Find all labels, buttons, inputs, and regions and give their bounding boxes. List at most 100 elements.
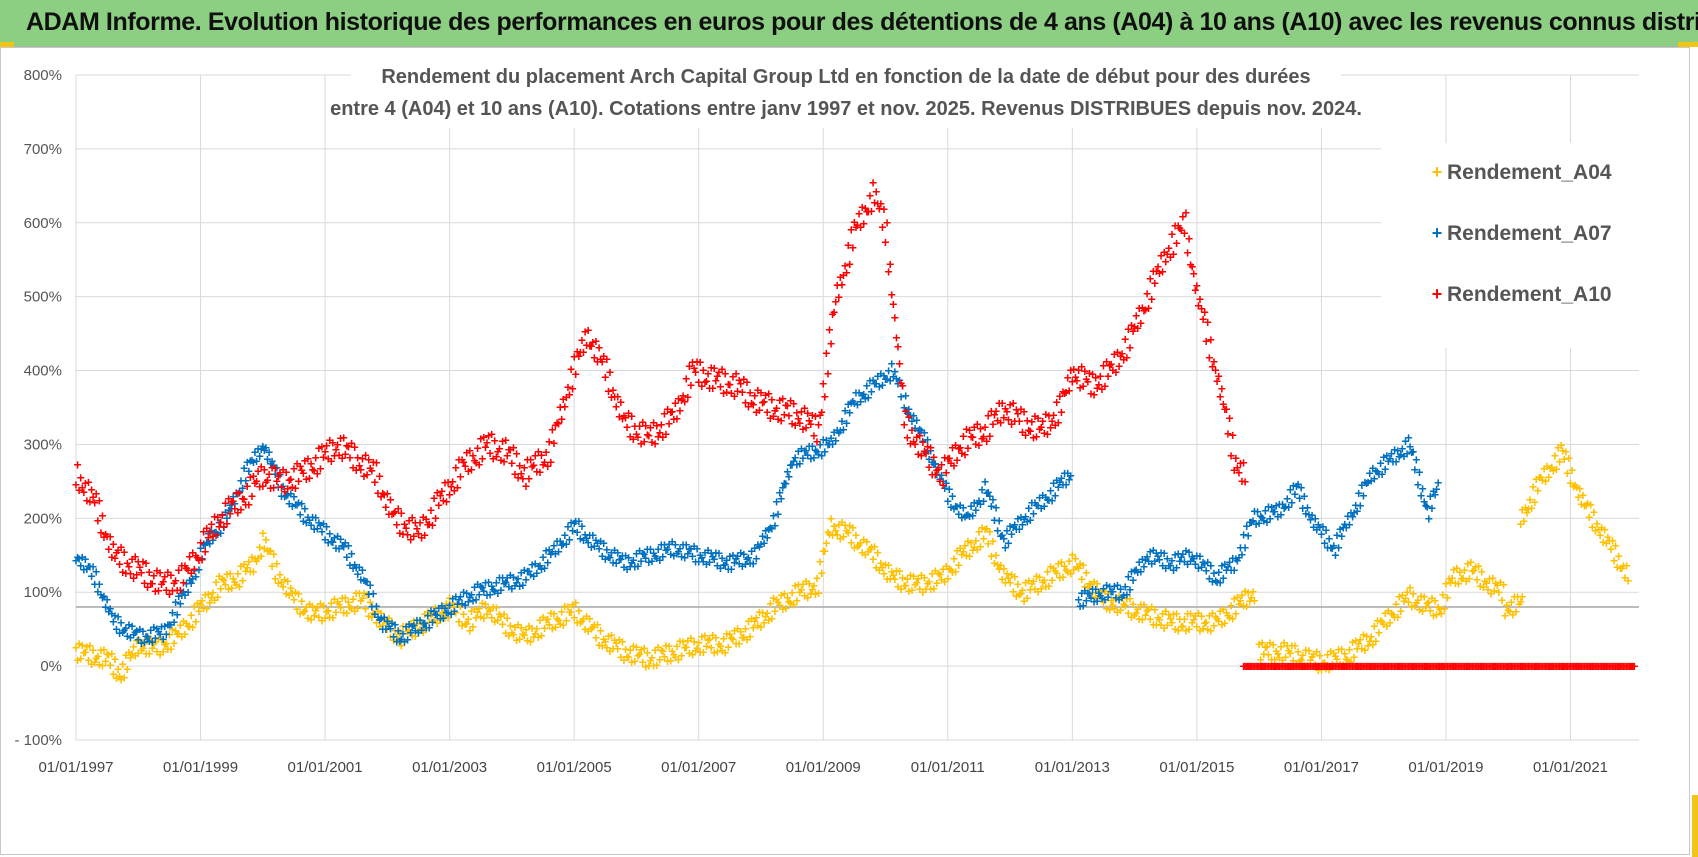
scatter-point: + — [1476, 578, 1484, 594]
scatter-point: + — [523, 632, 531, 648]
scatter-point: + — [955, 557, 963, 573]
scatter-point: + — [967, 498, 975, 514]
scatter-point: + — [299, 604, 307, 620]
scatter-point: + — [1243, 598, 1251, 614]
scatter-point: + — [1207, 622, 1215, 638]
scatter-point: + — [886, 256, 894, 272]
legend-marker-a04: + — [1432, 162, 1443, 182]
scatter-point: + — [824, 437, 832, 453]
scatter-point: + — [586, 611, 594, 627]
scatter-point: + — [1157, 617, 1165, 633]
scatter-point: + — [486, 587, 494, 603]
scatter-point: + — [78, 549, 86, 565]
scatter-point: + — [456, 598, 464, 614]
scatter-point: + — [832, 523, 840, 539]
scatter-point: + — [1387, 445, 1395, 461]
scatter-point: + — [634, 558, 642, 574]
scatter-point: + — [863, 378, 871, 394]
scatter-point: + — [1135, 611, 1143, 627]
scatter-point: + — [467, 586, 475, 602]
scatter-point: + — [1570, 479, 1578, 495]
scatter-point: + — [1289, 653, 1297, 669]
scatter-point: + — [895, 372, 903, 388]
scatter-point: + — [768, 521, 776, 537]
scatter-point: + — [748, 610, 756, 626]
scatter-point: + — [1534, 482, 1542, 498]
scatter-point: + — [1096, 588, 1104, 604]
scatter-point: + — [478, 580, 486, 596]
scatter-point: + — [97, 642, 105, 658]
scatter-point: + — [136, 632, 144, 648]
scatter-point: + — [248, 452, 256, 468]
scatter-point: + — [618, 547, 626, 563]
scatter-point: + — [310, 608, 318, 624]
scatter-point: + — [1271, 504, 1279, 520]
scatter-point: + — [186, 572, 194, 588]
scatter-point: + — [757, 619, 765, 635]
scatter-point: + — [900, 577, 908, 593]
scatter-point: + — [1333, 527, 1341, 543]
scatter-point: + — [108, 646, 116, 662]
scatter-point: + — [204, 525, 212, 541]
scatter-point: + — [1352, 497, 1360, 513]
scatter-point: + — [1022, 574, 1030, 590]
scatter-point: + — [1146, 611, 1154, 627]
scatter-point: + — [1060, 465, 1068, 481]
scatter-point: + — [296, 506, 304, 522]
scatter-point: + — [377, 610, 385, 626]
scatter-point: + — [366, 577, 374, 593]
scatter-point: + — [1099, 594, 1107, 610]
scatter-point: + — [1471, 559, 1479, 575]
scatter-point: + — [1302, 642, 1310, 658]
scatter-point: + — [313, 520, 321, 536]
scatter-point: + — [154, 631, 162, 647]
scatter-point: + — [953, 542, 961, 558]
scatter-point: + — [1187, 553, 1195, 569]
scatter-point: + — [475, 587, 483, 603]
scatter-point: + — [564, 599, 572, 615]
scatter-point: + — [1442, 575, 1450, 591]
scatter-point: + — [936, 567, 944, 583]
scatter-point: + — [1011, 568, 1019, 584]
scatter-point: + — [553, 611, 561, 627]
scatter-point: + — [1247, 514, 1255, 530]
scatter-point: + — [908, 582, 916, 598]
scatter-point: + — [517, 619, 525, 635]
scatter-point: + — [1204, 621, 1212, 637]
scatter-point: + — [361, 601, 369, 617]
scatter-point: + — [869, 372, 877, 388]
scatter-point: + — [449, 590, 457, 606]
scatter-point: + — [800, 442, 808, 458]
scatter-point: + — [822, 535, 830, 551]
scatter-point: + — [360, 585, 368, 601]
scatter-point: + — [1392, 596, 1400, 612]
scatter-point: + — [464, 594, 472, 610]
scatter-point: + — [937, 467, 945, 483]
scatter-point: + — [1409, 586, 1417, 602]
scatter-point: + — [1199, 554, 1207, 570]
scatter-point: + — [699, 553, 707, 569]
scatter-point: + — [181, 587, 189, 603]
scatter-point: + — [245, 553, 253, 569]
scatter-point: + — [749, 555, 757, 571]
x-tick-label: 01/01/2021 — [1533, 759, 1608, 776]
scatter-point: + — [1314, 516, 1322, 532]
scatter-point: + — [369, 586, 377, 602]
scatter-point: + — [145, 645, 153, 661]
scatter-point: + — [418, 614, 426, 630]
scatter-point: + — [224, 581, 232, 597]
scatter-point: + — [1282, 499, 1290, 515]
scatter-point: + — [715, 545, 723, 561]
scatter-point: + — [743, 551, 751, 567]
scatter-point: + — [559, 617, 567, 633]
scatter-point: + — [598, 638, 606, 654]
scatter-point: + — [441, 609, 449, 625]
scatter-point: + — [987, 548, 995, 564]
scatter-point: + — [1205, 570, 1213, 586]
scatter-point: + — [785, 468, 793, 484]
scatter-point: + — [1408, 599, 1416, 615]
scatter-point: + — [1117, 602, 1125, 618]
scatter-point: + — [1252, 516, 1260, 532]
scatter-point: + — [435, 600, 443, 616]
scatter-point: + — [612, 555, 620, 571]
